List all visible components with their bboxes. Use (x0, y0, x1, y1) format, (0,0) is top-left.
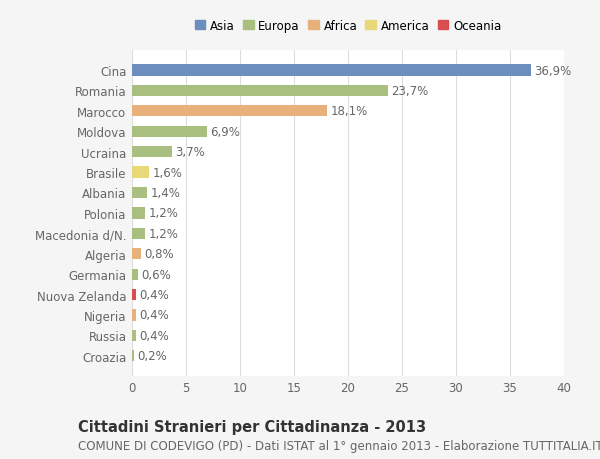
Bar (132, 167, 149, 178)
Text: 0,8%: 0,8% (144, 248, 173, 261)
Bar (132, 289, 136, 301)
Text: Cittadini Stranieri per Cittadinanza - 2013: Cittadini Stranieri per Cittadinanza - 2… (78, 419, 426, 434)
Bar (132, 330, 136, 341)
Text: 0,4%: 0,4% (140, 288, 169, 302)
Text: 1,6%: 1,6% (152, 166, 182, 179)
Text: 1,2%: 1,2% (148, 207, 178, 220)
Text: 0,6%: 0,6% (142, 268, 172, 281)
Bar (132, 350, 134, 362)
Text: 1,2%: 1,2% (148, 227, 178, 240)
Bar (132, 269, 139, 280)
Bar (132, 106, 328, 117)
Text: 36,9%: 36,9% (534, 64, 571, 78)
Text: COMUNE DI CODEVIGO (PD) - Dati ISTAT al 1° gennaio 2013 - Elaborazione TUTTITALI: COMUNE DI CODEVIGO (PD) - Dati ISTAT al … (78, 439, 600, 452)
Text: 0,4%: 0,4% (140, 309, 169, 322)
Bar (132, 65, 530, 77)
Bar (132, 310, 136, 321)
Text: 0,4%: 0,4% (140, 329, 169, 342)
Text: 1,4%: 1,4% (151, 187, 180, 200)
Text: 18,1%: 18,1% (331, 105, 368, 118)
Text: 23,7%: 23,7% (391, 85, 428, 98)
Bar (132, 228, 145, 240)
Text: 6,9%: 6,9% (210, 125, 239, 139)
Bar (132, 187, 147, 199)
Text: 0,2%: 0,2% (137, 349, 167, 363)
Bar (132, 86, 388, 97)
Text: 3,7%: 3,7% (175, 146, 205, 159)
Legend: Asia, Europa, Africa, America, Oceania: Asia, Europa, Africa, America, Oceania (192, 17, 504, 35)
Bar (132, 126, 206, 138)
Bar (132, 249, 140, 260)
Bar (132, 147, 172, 158)
Bar (132, 208, 145, 219)
